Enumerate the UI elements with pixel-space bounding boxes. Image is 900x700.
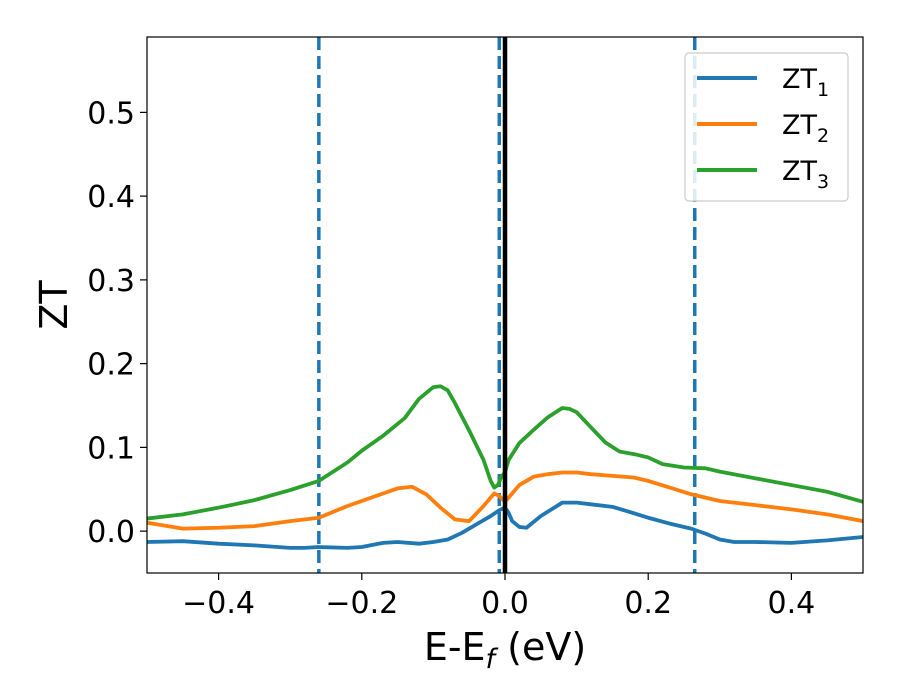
legend-box [684, 52, 849, 202]
y-tick-label: 0.4 [87, 180, 135, 215]
legend-label-zt2: ZT2 [782, 110, 829, 147]
legend-label-zt1: ZT1 [782, 64, 829, 101]
x-tick-label: 0.2 [624, 586, 672, 621]
legend-label-zt3: ZT3 [782, 156, 829, 193]
axes: −0.4 −0.2 0.0 0.2 0.4 0.0 0.1 0.2 0.3 0.4 0.5 E-Ef … [32, 36, 864, 675]
x-axis-title: E-Ef (eV) [424, 625, 586, 675]
plot-area [147, 37, 863, 573]
x-tick-label: −0.2 [325, 586, 398, 621]
y-tick-label: 0.2 [87, 348, 135, 383]
x-tick-label: 0.0 [481, 586, 529, 621]
legend: ZT1 ZT2 ZT3 [684, 52, 849, 202]
plot-clip-group [147, 37, 863, 573]
y-tick-label: 0.5 [87, 96, 135, 131]
y-tick-label: 0.3 [87, 264, 135, 299]
series-line-zt1 [147, 500, 863, 550]
y-tick-label: 0.1 [87, 431, 135, 466]
x-tick-label: 0.4 [768, 586, 816, 621]
y-tick-label: 0.0 [87, 515, 135, 550]
x-tick-label: −0.4 [182, 586, 255, 621]
y-axis-title: ZT [32, 280, 76, 330]
